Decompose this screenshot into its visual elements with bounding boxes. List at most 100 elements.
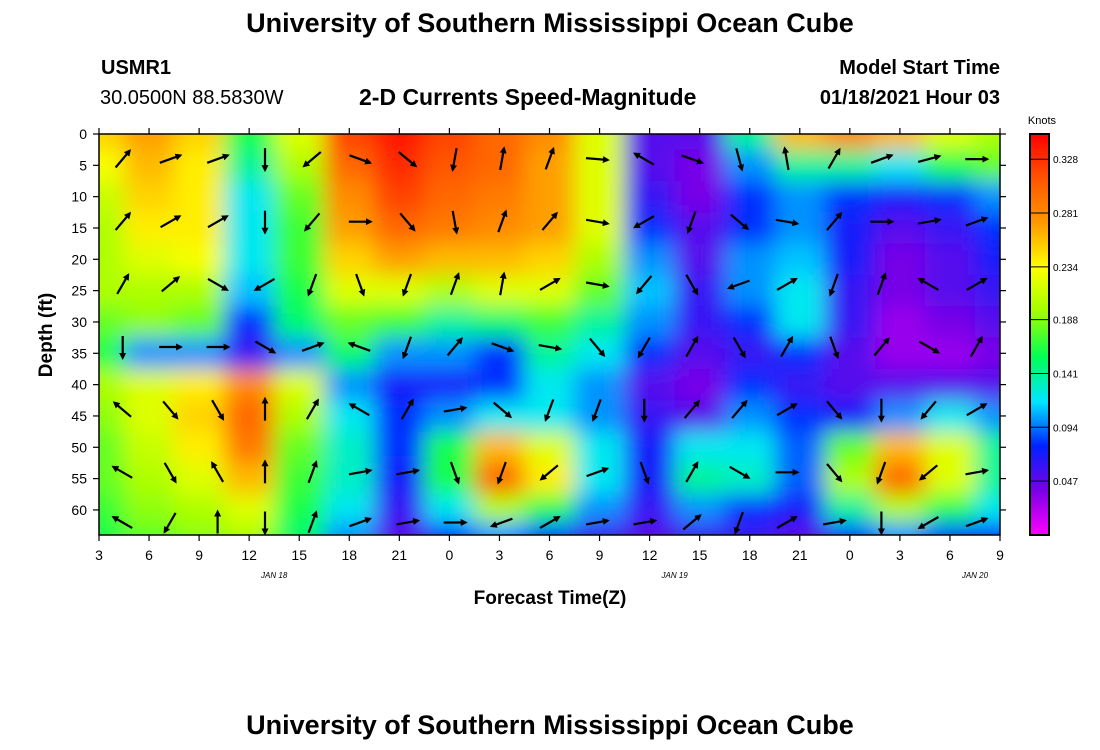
heatmap-cell	[224, 494, 276, 524]
heatmap-cell	[374, 275, 426, 308]
x-tick-label: 9	[195, 547, 203, 563]
heatmap-cell	[274, 337, 326, 370]
heatmap-cell	[424, 275, 476, 308]
heatmap-cell	[174, 134, 226, 151]
current-vector	[966, 277, 988, 291]
current-vector	[398, 151, 418, 168]
heatmap-cell	[924, 181, 976, 214]
heatmap-cell	[774, 149, 826, 182]
y-tick-label: 25	[71, 283, 87, 299]
current-vector	[302, 151, 322, 168]
current-vector	[211, 399, 225, 421]
current-vector	[732, 336, 746, 359]
current-vector	[827, 147, 841, 170]
heatmap-cell	[624, 522, 676, 535]
x-tick-label: 3	[896, 547, 904, 563]
heatmap-cell	[324, 306, 376, 339]
x-tick-label: 15	[291, 547, 307, 563]
current-vector	[828, 273, 839, 297]
heatmap-cell	[975, 149, 1000, 182]
heatmap-cell	[474, 134, 526, 151]
current-vector	[492, 401, 513, 419]
heatmap-cell	[324, 181, 376, 214]
heatmap-cell	[874, 149, 926, 182]
heatmap-cell	[674, 400, 726, 433]
heatmap-cell	[274, 369, 326, 402]
heatmap-cell	[224, 306, 276, 339]
heatmap-cell	[724, 431, 776, 464]
heatmap-cell	[324, 522, 376, 535]
x-axis: 3 6 9 12 15 18 21 0 3 6 9 12 15 18 21 0 3 6 9 JAN 18 JAN 19 J…	[95, 128, 1004, 580]
heatmap-cell	[674, 243, 726, 276]
heatmap-cell	[574, 149, 626, 182]
heatmap-cell	[774, 400, 826, 433]
current-vector	[449, 272, 460, 296]
heatmap-cell	[624, 369, 676, 402]
y-tick-label: 30	[71, 314, 87, 330]
current-vector	[683, 399, 701, 419]
current-vector	[826, 463, 843, 483]
x-tick-label: 3	[496, 547, 504, 563]
heatmap-cell	[624, 462, 676, 496]
heatmap-cell	[924, 462, 976, 496]
heatmap-cell	[99, 522, 125, 535]
heatmap-cell	[774, 494, 826, 524]
current-vector	[876, 461, 887, 485]
heatmap-cell	[324, 369, 376, 402]
current-vector	[450, 148, 458, 172]
heatmap-cell	[424, 400, 476, 433]
current-vector	[586, 467, 610, 478]
current-vector	[163, 462, 177, 484]
heatmap-cell	[574, 212, 626, 245]
current-vector	[400, 398, 414, 420]
colorbar: 0.328 0.281 0.234 0.188 0.141 0.094 0.047	[1029, 133, 1078, 536]
current-vector	[782, 146, 790, 171]
current-vector	[776, 277, 798, 291]
heatmap-cell	[975, 181, 1000, 214]
current-vector	[253, 277, 276, 291]
heatmap-cell	[274, 522, 326, 535]
heatmap-cell	[99, 369, 125, 402]
y-tick-label: 5	[79, 157, 87, 173]
heatmap-cell	[874, 494, 926, 524]
current-vector	[735, 148, 745, 172]
colorbar-tick-label: 0.141	[1053, 369, 1078, 380]
heatmap-cell	[924, 369, 976, 402]
heatmap-cell	[824, 149, 876, 182]
heatmap-cell	[574, 337, 626, 370]
y-tick-label: 50	[71, 439, 87, 455]
heatmap-cell	[224, 181, 276, 214]
current-vector	[489, 517, 513, 528]
current-vector	[307, 510, 318, 534]
heatmap-cell	[324, 134, 376, 151]
heatmap-cell	[975, 431, 1000, 464]
current-vectors	[111, 146, 990, 535]
current-vector	[112, 401, 132, 418]
current-vector	[443, 405, 468, 413]
heatmap-cell	[424, 212, 476, 245]
current-vector	[116, 273, 130, 295]
heatmap-cell	[524, 369, 576, 402]
heatmap-cell	[424, 243, 476, 276]
current-vector	[211, 461, 225, 483]
current-vector	[497, 209, 508, 233]
heatmap-cell	[924, 522, 976, 535]
current-vector	[917, 277, 939, 291]
heatmap-cell	[874, 400, 926, 433]
x-tick-label: 9	[996, 547, 1004, 563]
x-tick-label: 12	[241, 547, 257, 563]
heatmap-cell	[724, 306, 776, 339]
current-vector	[733, 511, 744, 535]
heatmap-cell	[224, 369, 276, 402]
x-tick-label: 0	[846, 547, 854, 563]
heatmap-cell	[174, 212, 226, 245]
heatmap-cell	[124, 275, 176, 308]
heatmap-cell	[774, 431, 826, 464]
current-vector	[826, 400, 843, 420]
current-vector	[499, 271, 507, 296]
heatmap-cell	[774, 181, 826, 214]
current-vector	[876, 272, 887, 296]
heatmap-cell	[174, 275, 226, 308]
heatmap-cell	[274, 134, 326, 151]
heatmap-cell	[774, 306, 826, 339]
